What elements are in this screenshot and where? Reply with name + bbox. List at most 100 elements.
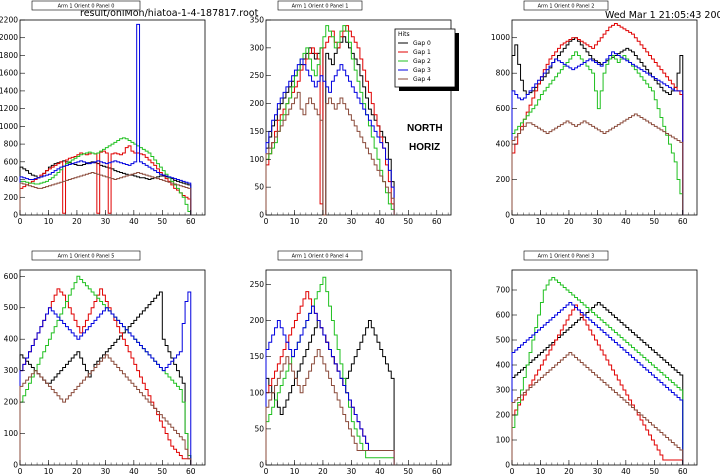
y-tick-label: 300 <box>4 366 19 375</box>
panel-title: Arm 1 Orient 0 Panel 4 <box>292 254 349 260</box>
y-tick-label: 500 <box>496 336 511 345</box>
series-line-gap-2 <box>511 277 684 465</box>
y-tick-label: 400 <box>4 175 19 184</box>
x-tick-label: 30 <box>593 217 603 226</box>
series-line-gap-2 <box>265 25 395 215</box>
x-tick-label: 10 <box>536 217 546 226</box>
x-tick-label: 20 <box>72 467 82 474</box>
file-name-label: result/onlMon/hiatoa-1-4-187817.root <box>80 8 259 19</box>
x-tick-label: 0 <box>264 217 269 226</box>
y-tick-label: 200 <box>496 175 511 184</box>
x-tick-label: 60 <box>432 217 442 226</box>
x-tick-label: 0 <box>18 217 23 226</box>
x-tick-label: 60 <box>432 467 442 474</box>
series-line-gap-4 <box>265 348 395 465</box>
x-tick-label: 60 <box>678 467 688 474</box>
x-tick-label: 0 <box>510 217 515 226</box>
series-line-gap-4 <box>19 171 192 215</box>
x-tick-label: 20 <box>564 217 574 226</box>
x-tick-label: 50 <box>404 217 414 226</box>
series-line-gap-0 <box>265 320 395 465</box>
y-tick-label: 1200 <box>0 104 18 113</box>
series-line-gap-4 <box>19 354 192 465</box>
series-line-gap-0 <box>265 36 395 216</box>
y-tick-label: 0 <box>13 211 18 220</box>
panel-1: Arm 1 Orient 0 Panel 1 0 10 20 30 40 50 60 0 50 10… <box>250 0 452 226</box>
y-tick-label: 200 <box>4 398 19 407</box>
x-tick-label: 40 <box>375 217 385 226</box>
annotation-horiz: HORIZ <box>409 142 440 153</box>
y-tick-label: 400 <box>4 335 19 344</box>
legend-entry: Gap 1 <box>413 49 431 56</box>
y-tick-label: 1600 <box>0 69 18 78</box>
plot-frame <box>19 19 206 216</box>
panel-0: Arm 1 Orient 0 Panel 00 10 20 30 40 50 6002004… <box>0 0 206 226</box>
annotation-north: NORTH <box>407 123 443 134</box>
y-tick-label: 700 <box>496 286 511 295</box>
series-line-gap-3 <box>19 291 192 465</box>
y-tick-label: 100 <box>496 436 511 445</box>
panel-title: Arm 1 Orient 0 Panel 5 <box>58 254 115 260</box>
panel-title-box <box>31 0 141 11</box>
legend-entry: Gap 3 <box>413 67 431 74</box>
legend-entry: Gap 2 <box>413 58 431 65</box>
x-tick-label: 10 <box>44 217 54 226</box>
x-tick-label: 60 <box>186 467 196 474</box>
y-tick-label: 50 <box>254 424 264 433</box>
y-tick-label: 600 <box>496 104 511 113</box>
x-tick-label: 0 <box>510 467 515 474</box>
series-line-gap-3 <box>265 58 395 215</box>
x-tick-label: 20 <box>72 217 82 226</box>
x-tick-label: 30 <box>347 467 357 474</box>
x-tick-label: 10 <box>290 217 300 226</box>
panel-title-box <box>277 0 363 11</box>
y-tick-label: 2200 <box>0 16 18 25</box>
x-tick-label: 40 <box>621 217 631 226</box>
y-tick-label: 600 <box>496 311 511 320</box>
y-tick-label: 150 <box>250 127 265 136</box>
series-line-gap-3 <box>265 305 395 465</box>
y-tick-label: 0 <box>13 461 18 470</box>
x-tick-label: 10 <box>536 467 546 474</box>
panel-title-box <box>523 0 609 11</box>
y-tick-label: 150 <box>250 352 265 361</box>
x-tick-label: 40 <box>375 467 385 474</box>
series-line-gap-3 <box>511 302 684 465</box>
y-tick-label: 50 <box>254 183 264 192</box>
x-tick-label: 10 <box>290 467 300 474</box>
y-tick-label: 100 <box>250 155 265 164</box>
panel-title-box <box>31 250 141 261</box>
panel-4: Arm 1 Orient 0 Panel 4 0 10 20 30 40 50 60 0 50 10… <box>250 250 452 474</box>
series-line-gap-1 <box>511 304 684 465</box>
panel-title: Arm 1 Orient 0 Panel 2 <box>538 4 595 10</box>
y-tick-label: 300 <box>496 386 511 395</box>
y-tick-label: 300 <box>250 43 265 52</box>
y-tick-label: 600 <box>4 272 19 281</box>
panel-title-box <box>523 250 609 261</box>
x-tick-label: 20 <box>318 217 328 226</box>
y-tick-label: 1400 <box>0 86 18 95</box>
legend-entry: Gap 0 <box>413 40 431 47</box>
x-tick-label: 50 <box>404 467 414 474</box>
series-line-gap-0 <box>511 302 684 465</box>
y-tick-label: 100 <box>250 388 265 397</box>
x-tick-label: 20 <box>564 467 574 474</box>
y-tick-label: 0 <box>505 211 510 220</box>
plot-frame <box>19 269 206 466</box>
y-tick-label: 1000 <box>491 33 510 42</box>
legend-title: Hits <box>398 31 410 38</box>
panel-2: Arm 1 Orient 0 Panel 20 10 20 30 40 50 6002004… <box>491 0 698 226</box>
panel-5: Arm 1 Orient 0 Panel 30 10 20 30 40 50 6001002… <box>496 250 698 474</box>
x-tick-label: 0 <box>18 467 23 474</box>
y-tick-label: 200 <box>4 193 19 202</box>
y-tick-label: 1000 <box>0 122 18 131</box>
y-tick-label: 400 <box>496 361 511 370</box>
x-tick-label: 20 <box>318 467 328 474</box>
datetime-label: Wed Mar 1 21:05:43 2006 <box>605 10 720 21</box>
y-tick-label: 400 <box>496 140 511 149</box>
x-tick-label: 50 <box>158 467 168 474</box>
plot-frame <box>511 269 698 466</box>
plot-frame <box>511 19 698 216</box>
panel-title: Arm 1 Orient 0 Panel 3 <box>538 254 595 260</box>
